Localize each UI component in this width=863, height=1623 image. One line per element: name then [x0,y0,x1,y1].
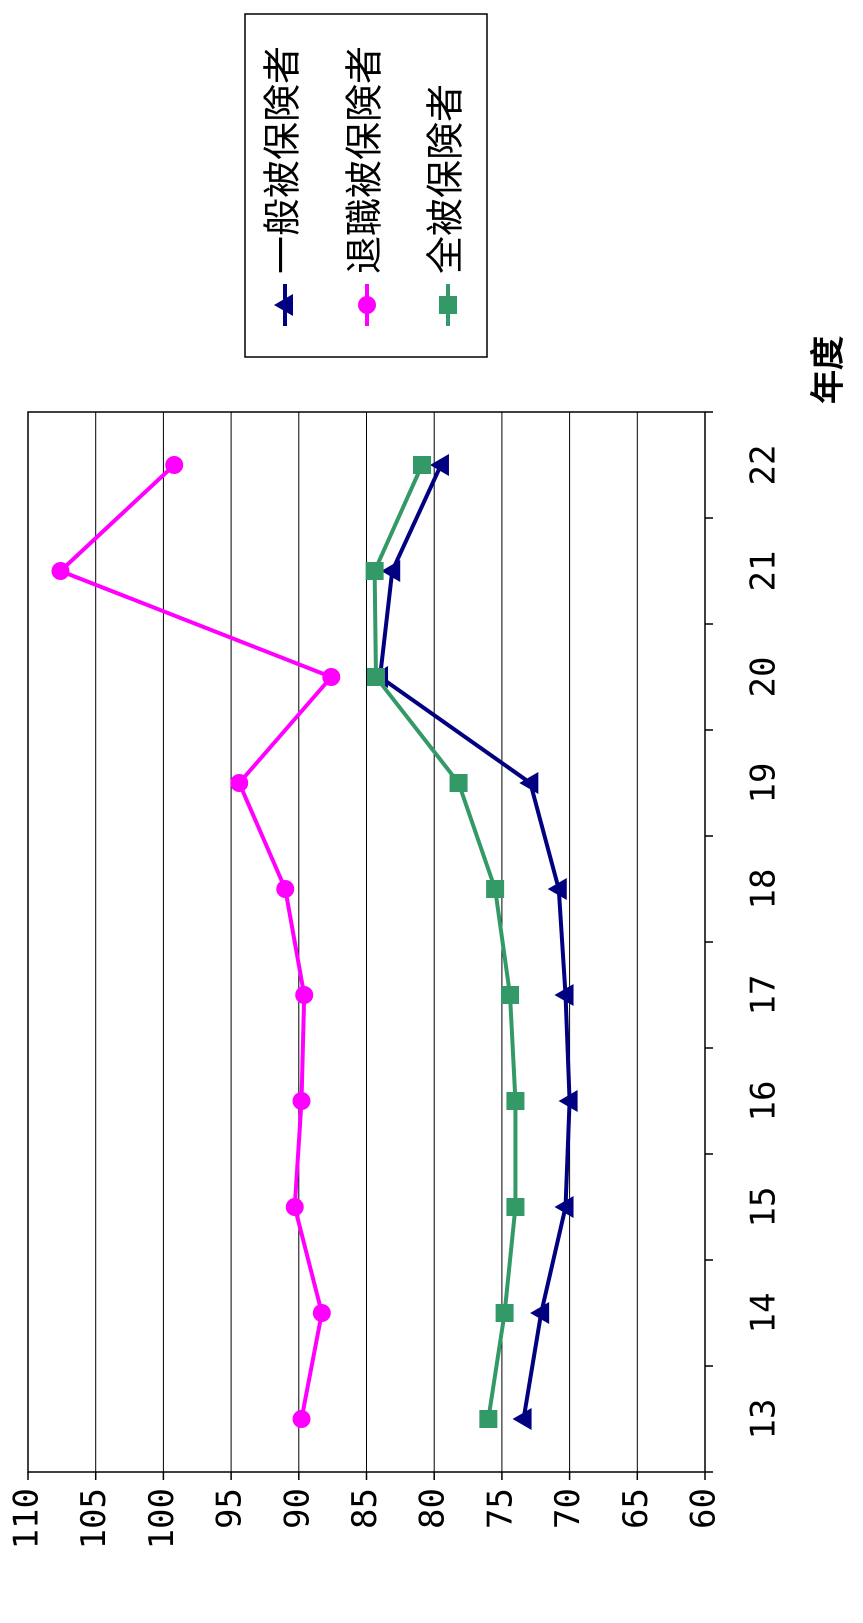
x-axis-title: 年度 [809,336,849,404]
value-tick-label: 105 [74,1488,114,1549]
series-2-point [449,774,468,792]
series-0-point [554,1196,574,1218]
series-0-point [519,772,539,794]
category-tick-label-group: 21 [744,551,784,592]
series-2-point [413,456,432,474]
legend-label: 全被保険者 [424,84,468,274]
tick-labels: 60 65 70 75 80 85 90 95 100 105 110 13 14 15 16 17 18 19 2… [7,445,784,1550]
series-0-point [554,984,574,1006]
legend-swatch-point [439,296,457,314]
legend-label-group: 全被保険者 [424,84,468,274]
legend-swatch-point [358,296,376,314]
series-2-line [372,464,518,1420]
legend: 一般被保険者 退職被保険者 全被保険者 [244,13,488,358]
series-1-point [276,880,295,898]
value-tick-label: 70 [548,1488,588,1529]
series [51,454,578,1430]
value-tick-label: 80 [413,1488,453,1529]
legend-swatch-point [274,294,293,316]
category-tick-label-group: 16 [744,1081,784,1122]
legend-label: 一般被保険者 [261,46,305,274]
value-tick-label-group: 70 [548,1488,588,1529]
series-1-point [322,668,341,686]
series-1-point [165,456,184,474]
category-tick-label: 15 [744,1187,784,1228]
category-tick-label: 17 [744,975,784,1016]
value-tick-label-group: 105 [74,1488,114,1549]
series-1-point [295,986,314,1004]
series-2-point [495,1304,514,1322]
axes [27,411,713,1480]
series-0-point [381,560,401,582]
value-tick-label-group: 60 [684,1488,724,1529]
legend-label-group: 退職被保険者 [343,46,387,274]
category-tick-label-group: 17 [744,975,784,1016]
category-tick-label-group: 19 [744,763,784,804]
category-tick-label-group: 14 [744,1293,784,1334]
value-tick-label: 110 [7,1488,47,1549]
category-tick-label-group: 18 [744,869,784,910]
series-2-point [366,668,385,686]
category-tick-label: 22 [744,445,784,486]
series-0-point [512,1408,532,1430]
series-1-point [292,1410,311,1428]
series-0-point [530,1302,550,1324]
category-tick-label: 18 [744,869,784,910]
category-tick-label: 16 [744,1081,784,1122]
series-1-point [292,1092,311,1110]
category-tick-label: 21 [744,551,784,592]
value-tick-label: 100 [142,1488,182,1549]
value-tick-label: 85 [345,1488,385,1529]
category-tick-label: 14 [744,1293,784,1334]
series-0-point [429,454,449,476]
series-0-point [547,878,567,900]
category-tick-label: 13 [744,1399,784,1440]
value-tick-label-group: 85 [345,1488,385,1529]
value-tick-label: 90 [277,1488,317,1529]
category-tick-label: 19 [744,763,784,804]
series-1 [51,456,341,1428]
series-2-point [479,1410,498,1428]
series-2 [365,456,525,1428]
series-2-point [365,562,384,580]
series-2-point [501,986,520,1004]
series-1-point [285,1198,304,1216]
series-0-line [378,464,572,1420]
category-tick-label-group: 13 [744,1399,784,1440]
category-tick-label: 20 [744,657,784,698]
series-2-point [506,1198,525,1216]
series-1-point [230,774,249,792]
series-2-point [506,1092,525,1110]
legend-label-group: 一般被保険者 [261,46,305,274]
value-tick-label-group: 110 [7,1488,47,1549]
value-tick-label-group: 100 [142,1488,182,1549]
series-2-point [486,880,505,898]
series-1-line [58,463,334,1420]
category-tick-label-group: 22 [744,445,784,486]
legend-item: 一般被保険者 [261,46,305,326]
legend-item: 退職被保険者 [343,46,387,326]
category-tick-label-group: 20 [744,657,784,698]
value-tick-label-group: 75 [480,1488,520,1529]
value-tick-label-group: 80 [413,1488,453,1529]
value-tick-label: 65 [616,1488,656,1529]
legend-item: 全被保険者 [424,84,468,326]
series-0 [369,454,578,1430]
legend-label: 退職被保険者 [343,46,387,274]
series-0-point [558,1090,578,1112]
value-tick-label: 95 [210,1488,250,1529]
value-tick-label-group: 95 [210,1488,250,1529]
series-1-point [312,1304,331,1322]
series-1-point [51,562,70,580]
value-tick-label: 60 [684,1488,724,1529]
category-tick-label-group: 15 [744,1187,784,1228]
value-tick-label: 75 [480,1488,520,1529]
value-tick-label-group: 90 [277,1488,317,1529]
value-tick-label-group: 65 [616,1488,656,1529]
x-axis-title-group: 年度 [809,336,849,404]
